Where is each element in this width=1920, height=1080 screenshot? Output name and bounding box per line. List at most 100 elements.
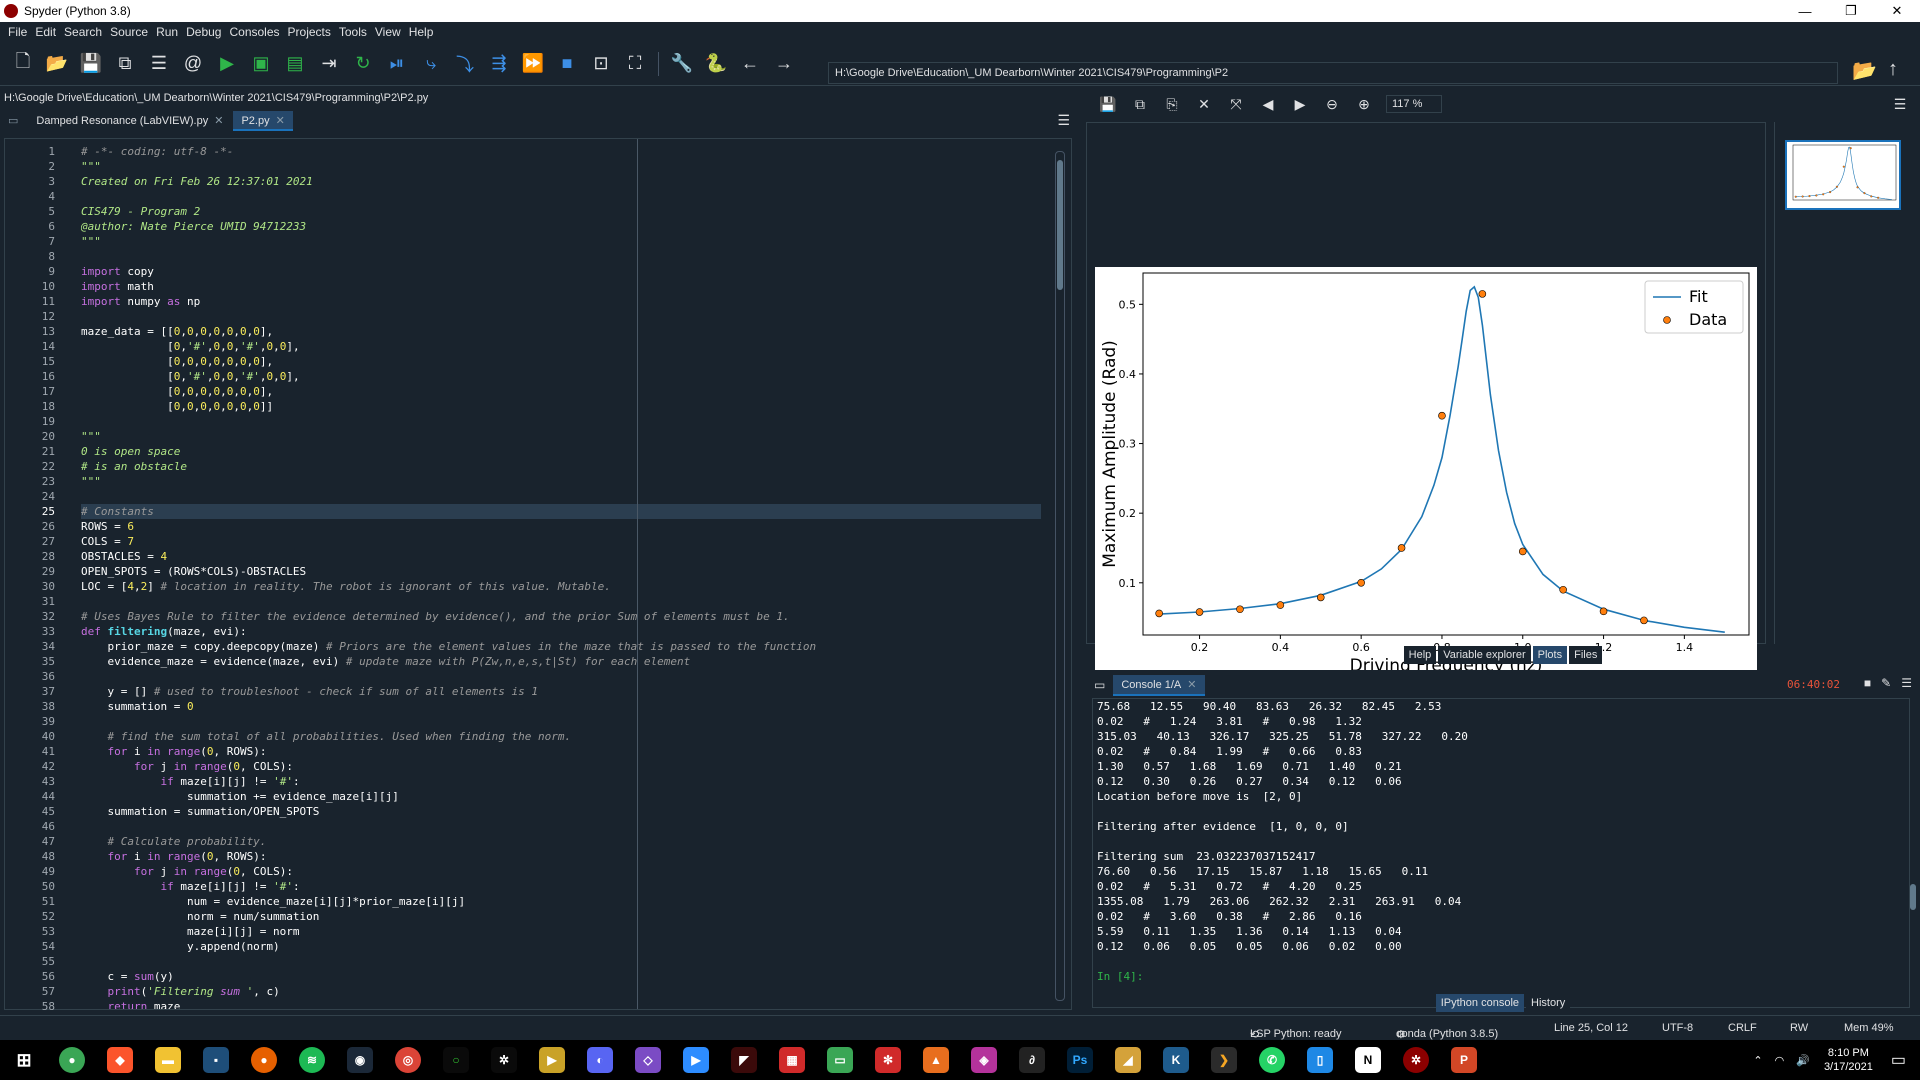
scrollbar-thumb[interactable] bbox=[1057, 160, 1063, 290]
plex-icon[interactable]: ❯ bbox=[1211, 1047, 1237, 1073]
run-cell-icon[interactable]: ▣ bbox=[252, 53, 270, 73]
tab-variable-explorer[interactable]: Variable explorer bbox=[1438, 646, 1531, 664]
minimize-button[interactable]: — bbox=[1798, 3, 1812, 19]
ipython-console-output[interactable]: 75.68 12.55 90.40 83.63 26.32 82.45 2.53… bbox=[1092, 698, 1910, 1008]
tray-chevron-icon[interactable]: ⌃ bbox=[1753, 1054, 1763, 1067]
app-icon-blue[interactable]: ▪ bbox=[203, 1047, 229, 1073]
browse-folder-icon[interactable]: 📂 bbox=[1852, 60, 1877, 82]
python-path-icon[interactable]: 🐍 bbox=[704, 53, 728, 73]
scrollbar-thumb[interactable] bbox=[1910, 884, 1916, 910]
console-scrollbar[interactable] bbox=[1908, 674, 1918, 974]
menu-tools[interactable]: Tools bbox=[338, 25, 367, 39]
app-icon-popcorn[interactable]: ▦ bbox=[779, 1047, 805, 1073]
zoom-out-icon[interactable]: ⊖ bbox=[1326, 95, 1338, 112]
plots-options-menu-icon[interactable]: ☰ bbox=[1893, 95, 1907, 112]
tab-help[interactable]: Help bbox=[1403, 646, 1437, 664]
pane-splitter[interactable] bbox=[1078, 90, 1086, 1015]
outline-icon[interactable]: ☰ bbox=[150, 53, 168, 73]
back-arrow-icon[interactable]: ← bbox=[741, 53, 759, 73]
plot-thumbnail[interactable] bbox=[1785, 140, 1901, 210]
wifi-icon[interactable]: ◠ bbox=[1774, 1054, 1785, 1067]
at-symbol-icon[interactable]: @ bbox=[183, 53, 203, 73]
step-icon[interactable]: ⤷ bbox=[425, 53, 437, 73]
brave-browser-icon[interactable]: ◆ bbox=[107, 1047, 133, 1073]
run-selection-icon[interactable]: ⇥ bbox=[321, 53, 337, 73]
notifications-icon[interactable]: ▭ bbox=[1890, 1052, 1906, 1069]
close-tab-icon[interactable]: ✕ bbox=[275, 115, 285, 127]
open-file-icon[interactable]: 📂 bbox=[45, 53, 69, 73]
menu-run[interactable]: Run bbox=[156, 25, 179, 39]
labview-icon[interactable]: N bbox=[1355, 1047, 1381, 1073]
menu-edit[interactable]: Edit bbox=[35, 25, 57, 39]
app-icon-python[interactable]: ∂ bbox=[1019, 1047, 1045, 1073]
save-all-plots-icon[interactable]: ⧉ bbox=[1135, 95, 1145, 112]
app-icon-k[interactable]: K bbox=[1163, 1047, 1189, 1073]
tab-history[interactable]: History bbox=[1526, 994, 1571, 1012]
app-icon-red[interactable]: ◤ bbox=[731, 1047, 757, 1073]
stop-kernel-icon[interactable]: ■ bbox=[1863, 676, 1872, 690]
tab-console-1a[interactable]: Console 1/A ✕ bbox=[1113, 674, 1205, 696]
zoom-level-field[interactable]: 117 % bbox=[1386, 95, 1442, 113]
previous-plot-icon[interactable]: ◀ bbox=[1262, 95, 1274, 112]
editor-options-menu-icon[interactable]: ☰ bbox=[1057, 112, 1070, 128]
menu-file[interactable]: File bbox=[8, 25, 28, 39]
app-icon-green[interactable]: ● bbox=[59, 1047, 85, 1073]
system-clock[interactable]: 8:10 PM 3/17/2021 bbox=[1824, 1046, 1873, 1074]
file-explorer-icon[interactable]: ▬ bbox=[155, 1047, 181, 1073]
parent-directory-icon[interactable]: ↑ bbox=[1888, 58, 1898, 80]
visual-studio-icon[interactable]: ◇ bbox=[635, 1047, 661, 1073]
zoom-icon[interactable]: ▶ bbox=[683, 1047, 709, 1073]
remove-plot-icon[interactable]: ✕ bbox=[1198, 95, 1210, 112]
remove-all-plots-icon[interactable]: ⤧ bbox=[1230, 95, 1242, 112]
browse-consoles-icon[interactable]: ▭ bbox=[1094, 678, 1106, 692]
clear-console-icon[interactable]: ✎ bbox=[1881, 676, 1892, 690]
editor-scrollbar[interactable] bbox=[1055, 151, 1065, 1001]
whatsapp-icon[interactable]: ✆ bbox=[1259, 1047, 1285, 1073]
app-icon-gear[interactable]: ✲ bbox=[491, 1047, 517, 1073]
menu-debug[interactable]: Debug bbox=[186, 25, 222, 39]
app-icon-tan[interactable]: ◢ bbox=[1115, 1047, 1141, 1073]
save-all-icon[interactable]: ⧉ bbox=[118, 53, 132, 73]
photoshop-icon[interactable]: Ps bbox=[1067, 1047, 1093, 1073]
powerpoint-icon[interactable]: P bbox=[1451, 1047, 1477, 1073]
preferences-wrench-icon[interactable]: 🔧 bbox=[670, 53, 694, 73]
new-file-icon[interactable]: 🗋 bbox=[15, 50, 31, 71]
close-tab-icon[interactable]: ✕ bbox=[214, 115, 224, 127]
app-icon-ring[interactable]: ○ bbox=[443, 1047, 469, 1073]
matlab-icon[interactable]: ▲ bbox=[923, 1047, 949, 1073]
close-tab-icon[interactable]: ✕ bbox=[1187, 678, 1197, 691]
tab-plots[interactable]: Plots bbox=[1532, 646, 1568, 664]
run-cell-advance-icon[interactable]: ▤ bbox=[286, 53, 304, 73]
app-icon-chat[interactable]: ▭ bbox=[827, 1047, 853, 1073]
app-icon-yellow[interactable]: ▶ bbox=[539, 1047, 565, 1073]
zoom-in-icon[interactable]: ⊕ bbox=[1358, 95, 1370, 112]
fullscreen-icon[interactable]: ⛶ bbox=[628, 53, 642, 73]
code-editor[interactable]: 1 2 3 4 5 6 7 8 9 10 11 12 13 14 15 16 17 18 19 20 21 22 23 24 2… bbox=[4, 138, 1072, 1013]
forward-arrow-icon[interactable]: → bbox=[775, 53, 793, 73]
windows-start-icon[interactable]: ⊞ bbox=[16, 1049, 32, 1070]
browse-tabs-icon[interactable]: ▭ bbox=[8, 115, 19, 127]
stop-debug-icon[interactable]: ■ bbox=[561, 53, 573, 73]
spyder-taskbar-icon[interactable]: ✲ bbox=[1403, 1047, 1429, 1073]
tab-ipython-console[interactable]: IPython console bbox=[1435, 994, 1525, 1012]
tab-damped-resonance[interactable]: Damped Resonance (LabVIEW).py ✕ bbox=[28, 111, 231, 131]
step-into-icon[interactable]: ⤵ bbox=[456, 54, 474, 75]
close-window-button[interactable]: ✕ bbox=[1891, 3, 1903, 18]
menu-projects[interactable]: Projects bbox=[287, 25, 331, 39]
save-plot-icon[interactable]: 💾 bbox=[1099, 95, 1117, 112]
save-icon[interactable]: 💾 bbox=[79, 53, 103, 73]
next-plot-icon[interactable]: ▶ bbox=[1294, 95, 1306, 112]
console-options-menu-icon[interactable]: ☰ bbox=[1901, 676, 1912, 690]
menu-source[interactable]: Source bbox=[110, 25, 149, 39]
maximize-button[interactable]: ❐ bbox=[1845, 3, 1857, 18]
menu-consoles[interactable]: Consoles bbox=[229, 25, 280, 39]
app-icon-cog-red[interactable]: ✻ bbox=[875, 1047, 901, 1073]
tab-p2[interactable]: P2.py ✕ bbox=[233, 111, 293, 131]
copy-plot-icon[interactable]: ⎘ bbox=[1166, 95, 1178, 112]
firefox-icon[interactable]: ● bbox=[251, 1047, 277, 1073]
step-return-icon[interactable]: ⇶ bbox=[491, 53, 507, 73]
continue-icon[interactable]: ⏩ bbox=[521, 53, 545, 73]
chrome-icon[interactable]: ◎ bbox=[395, 1047, 421, 1073]
menu-view[interactable]: View bbox=[374, 25, 401, 39]
spotify-icon[interactable]: ≋ bbox=[299, 1047, 325, 1073]
